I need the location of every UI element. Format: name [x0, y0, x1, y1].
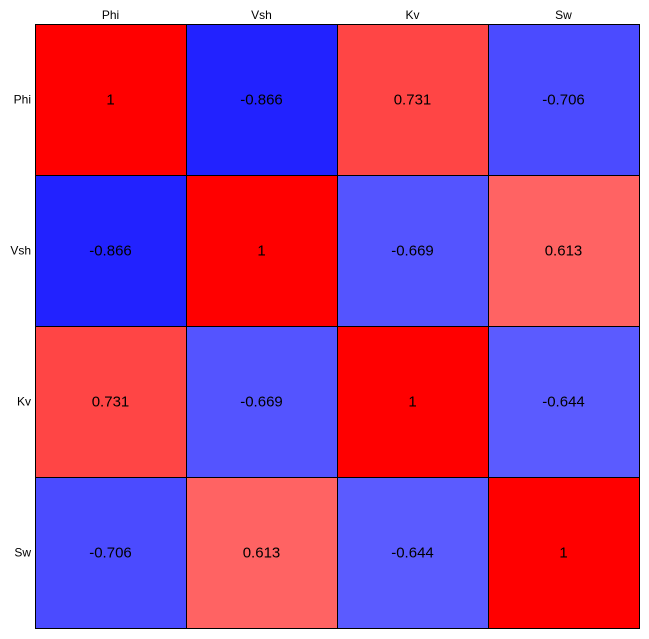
row-label-sw: Sw	[14, 546, 31, 560]
cell-value-sw-sw: 1	[559, 545, 567, 562]
row-label-kv: Kv	[17, 395, 31, 409]
cell-value-sw-kv: -0.644	[391, 545, 434, 562]
heatmap-cell-phi-kv	[337, 24, 489, 176]
heatmap-cell-kv-sw	[488, 326, 640, 478]
column-label-phi: Phi	[102, 8, 119, 22]
heatmap-cell-sw-phi	[35, 477, 187, 629]
heatmap-cell-kv-vsh	[186, 326, 338, 478]
cell-value-sw-vsh: 0.613	[243, 545, 281, 562]
heatmap-cells	[35, 24, 640, 629]
cell-value-phi-phi: 1	[106, 92, 114, 109]
heatmap-cell-phi-phi	[35, 24, 187, 176]
column-label-sw: Sw	[555, 8, 572, 22]
column-label-vsh: Vsh	[251, 8, 272, 22]
cell-value-phi-sw: -0.706	[542, 92, 585, 109]
row-label-phi: Phi	[14, 93, 31, 107]
cell-value-vsh-phi: -0.866	[89, 243, 132, 260]
row-label-vsh: Vsh	[10, 244, 31, 258]
cell-value-kv-phi: 0.731	[92, 394, 130, 411]
row-labels: Phi Vsh Kv Sw	[10, 93, 31, 560]
column-labels: Phi Vsh Kv Sw	[102, 8, 572, 22]
cell-value-vsh-vsh: 1	[257, 243, 265, 260]
heatmap-cell-vsh-vsh	[186, 175, 338, 327]
heatmap-cell-phi-sw	[488, 24, 640, 176]
column-label-kv: Kv	[405, 8, 419, 22]
heatmap-cell-phi-vsh	[186, 24, 338, 176]
cell-value-phi-vsh: -0.866	[240, 92, 283, 109]
cell-value-kv-vsh: -0.669	[240, 394, 283, 411]
heatmap-cell-vsh-kv	[337, 175, 489, 327]
heatmap-cell-vsh-phi	[35, 175, 187, 327]
heatmap-cell-vsh-sw	[488, 175, 640, 327]
cell-value-kv-sw: -0.644	[542, 394, 585, 411]
cell-value-sw-phi: -0.706	[89, 545, 132, 562]
cell-value-vsh-sw: 0.613	[545, 243, 583, 260]
heatmap-cell-sw-kv	[337, 477, 489, 629]
cell-value-kv-kv: 1	[408, 394, 416, 411]
heatmap-cell-values: 1 -0.866 0.731 -0.706 -0.866 1 -0.669 0.613 0.73…	[89, 92, 585, 562]
heatmap-cell-sw-sw	[488, 477, 640, 629]
cell-value-vsh-kv: -0.669	[391, 243, 434, 260]
heatmap-cell-sw-vsh	[186, 477, 338, 629]
cell-value-phi-kv: 0.731	[394, 92, 432, 109]
